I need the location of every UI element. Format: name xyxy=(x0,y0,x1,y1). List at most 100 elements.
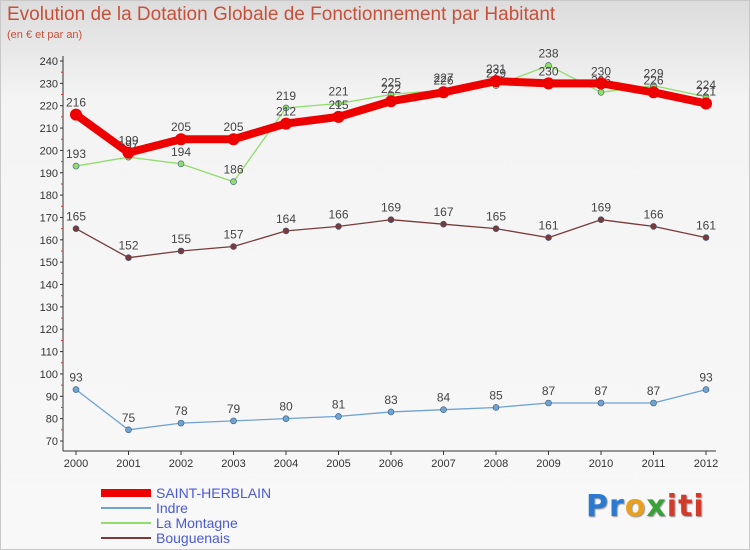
data-point-la-montagne xyxy=(545,62,552,69)
proxiti-logo: Proxiti xyxy=(586,489,705,524)
data-point-bouguenais xyxy=(125,254,132,262)
x-tick-label: 2004 xyxy=(274,458,298,470)
data-label-la-montagne: 229 xyxy=(486,67,506,81)
data-label-indre: 75 xyxy=(122,411,136,425)
data-point-indre xyxy=(650,399,657,407)
data-point-indre xyxy=(177,419,185,427)
x-tick-label: 2009 xyxy=(536,458,560,470)
y-tick-label: 180 xyxy=(40,190,58,202)
data-point-saint-herblain xyxy=(542,77,555,90)
data-point-indre xyxy=(72,386,80,393)
data-point-bouguenais xyxy=(492,225,500,232)
x-tick-label: 2007 xyxy=(431,458,455,470)
data-point-indre xyxy=(282,415,290,422)
legend-label-indre: Indre xyxy=(156,500,188,516)
data-label-la-montagne: 224 xyxy=(696,78,716,92)
data-point-saint-herblain xyxy=(122,146,135,159)
y-tick-label: 90 xyxy=(46,391,58,403)
data-point-la-montagne xyxy=(72,162,80,170)
data-point-saint-herblain xyxy=(385,95,397,108)
data-point-bouguenais xyxy=(177,247,185,255)
y-tick-label: 150 xyxy=(40,257,58,269)
data-label-bouguenais: 161 xyxy=(538,219,558,233)
data-point-indre xyxy=(335,413,342,420)
data-point-saint-herblain xyxy=(490,75,502,88)
data-label-saint-herblain: 231 xyxy=(486,62,506,76)
y-tick-label: 190 xyxy=(40,168,58,180)
legend-item-la-montagne[interactable]: La Montagne xyxy=(101,515,341,531)
data-point-la-montagne xyxy=(177,160,185,168)
y-tick-label: 70 xyxy=(46,436,58,448)
x-tick-label: 2011 xyxy=(642,458,666,470)
x-tick-label: 2003 xyxy=(221,458,245,470)
data-label-bouguenais: 152 xyxy=(118,239,138,253)
legend-swatch-saint-herblain xyxy=(101,489,151,497)
data-point-bouguenais xyxy=(440,220,447,228)
data-label-bouguenais: 164 xyxy=(276,212,296,226)
data-label-indre: 84 xyxy=(437,391,451,405)
data-label-saint-herblain: 226 xyxy=(643,73,663,87)
legend-item-indre[interactable]: Indre xyxy=(101,500,341,516)
data-point-bouguenais xyxy=(650,223,657,230)
data-point-saint-herblain xyxy=(647,86,660,99)
data-label-la-montagne: 193 xyxy=(66,147,86,161)
data-point-bouguenais xyxy=(545,234,552,241)
data-point-la-montagne xyxy=(597,88,605,96)
data-label-saint-herblain: 221 xyxy=(696,84,716,98)
data-point-saint-herblain xyxy=(280,117,292,130)
data-label-indre: 80 xyxy=(279,400,293,414)
data-point-saint-herblain xyxy=(332,110,345,123)
chart-subtitle: (en € et par an) xyxy=(7,29,83,41)
data-point-indre xyxy=(440,406,447,414)
data-point-saint-herblain xyxy=(227,133,240,146)
data-point-la-montagne xyxy=(282,104,290,112)
x-tick-label: 2001 xyxy=(116,458,140,470)
data-label-bouguenais: 165 xyxy=(486,210,506,224)
data-label-la-montagne: 194 xyxy=(171,145,191,159)
x-tick-label: 2000 xyxy=(64,458,88,470)
data-label-saint-herblain: 216 xyxy=(66,96,86,110)
y-tick-label: 110 xyxy=(40,347,58,359)
y-tick-label: 130 xyxy=(40,302,58,314)
data-label-indre: 93 xyxy=(699,371,713,385)
data-label-la-montagne: 225 xyxy=(381,76,401,90)
data-label-bouguenais: 165 xyxy=(66,210,86,224)
legend-item-bouguenais[interactable]: Bouguenais xyxy=(101,530,341,546)
data-point-bouguenais xyxy=(282,227,290,235)
data-label-indre: 78 xyxy=(174,404,188,418)
data-label-saint-herblain: 199 xyxy=(118,134,138,148)
data-label-indre: 93 xyxy=(69,371,83,385)
x-tick-label: 2002 xyxy=(169,458,193,470)
y-tick-label: 170 xyxy=(40,212,58,224)
data-point-saint-herblain xyxy=(595,77,607,90)
y-tick-label: 100 xyxy=(40,369,58,381)
legend-swatch-la-montagne xyxy=(101,522,151,524)
data-label-saint-herblain: 222 xyxy=(381,82,401,96)
chart-legend: SAINT-HERBLAIN Indre La Montagne Bouguen… xyxy=(101,485,341,546)
data-label-indre: 87 xyxy=(542,384,556,398)
data-point-indre xyxy=(492,404,500,411)
data-label-saint-herblain: 212 xyxy=(276,105,296,119)
legend-swatch-indre xyxy=(101,507,151,509)
data-point-bouguenais xyxy=(335,223,342,230)
y-tick-label: 80 xyxy=(46,414,58,426)
y-tick-label: 140 xyxy=(40,280,58,292)
data-label-la-montagne: 219 xyxy=(276,89,296,103)
data-point-la-montagne xyxy=(230,178,237,186)
y-tick-label: 220 xyxy=(40,101,58,113)
legend-label-bouguenais: Bouguenais xyxy=(156,530,230,546)
data-label-bouguenais: 161 xyxy=(696,219,716,233)
data-label-indre: 81 xyxy=(332,397,346,411)
data-label-saint-herblain: 230 xyxy=(591,64,611,78)
data-point-indre xyxy=(125,426,132,434)
data-point-indre xyxy=(597,399,605,407)
legend-item-saint-herblain[interactable]: SAINT-HERBLAIN xyxy=(101,485,341,501)
data-label-indre: 85 xyxy=(489,388,503,402)
y-tick-label: 160 xyxy=(40,235,58,247)
y-tick-label: 120 xyxy=(40,324,58,336)
data-point-bouguenais xyxy=(387,216,395,224)
legend-swatch-bouguenais xyxy=(101,537,151,539)
data-point-saint-herblain xyxy=(437,86,450,99)
